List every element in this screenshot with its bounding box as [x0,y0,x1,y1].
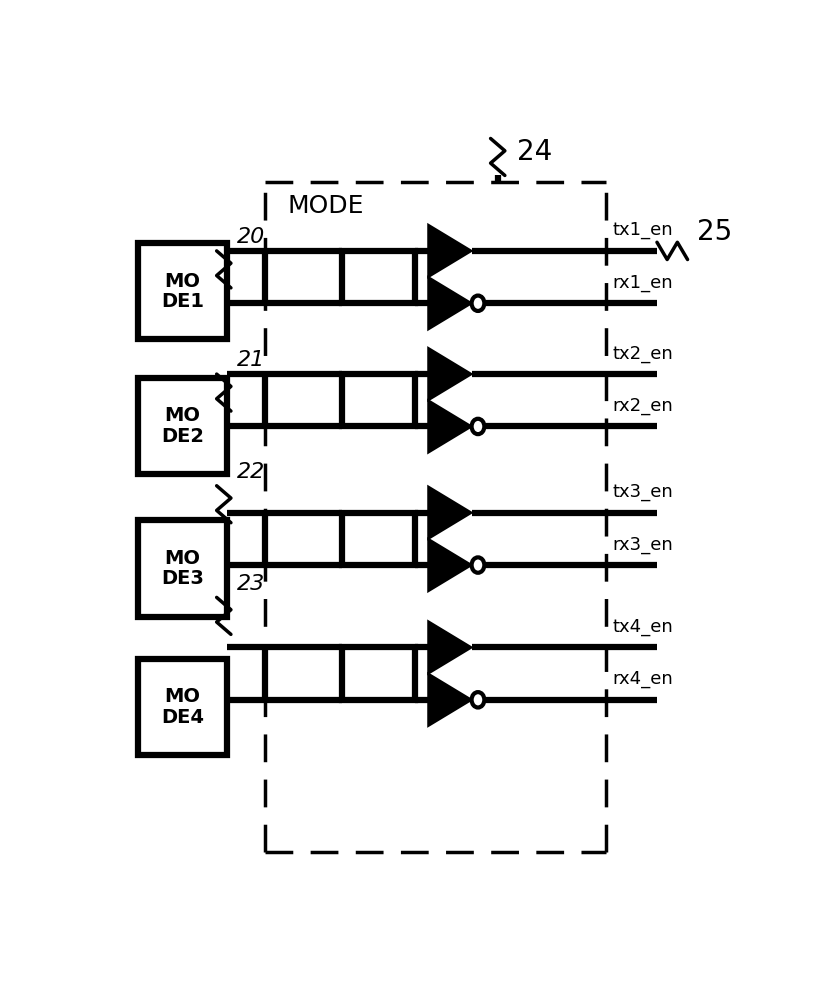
Bar [138,520,227,617]
Polygon shape [428,487,472,539]
Text: tx1_en: tx1_en [612,221,673,239]
Text: MO
DE3: MO DE3 [161,549,204,588]
Circle shape [472,419,484,434]
Text: 24: 24 [517,138,552,166]
Polygon shape [428,539,472,591]
Bar [138,243,227,339]
Circle shape [472,692,484,708]
Bar [342,374,415,426]
Text: MODE: MODE [288,194,364,218]
Text: 20: 20 [237,227,265,247]
Polygon shape [428,674,472,726]
Text: MO
DE4: MO DE4 [161,687,204,727]
Bar [138,378,227,474]
Text: tx4_en: tx4_en [612,618,673,636]
Text: 22: 22 [237,462,265,482]
Text: tx3_en: tx3_en [612,483,673,501]
Text: MO
DE1: MO DE1 [161,272,204,311]
Text: MO
DE2: MO DE2 [161,406,204,446]
Text: rx2_en: rx2_en [612,397,673,415]
Bar [342,513,415,565]
Bar [342,647,415,700]
Text: tx2_en: tx2_en [612,345,673,363]
Polygon shape [428,225,472,277]
Circle shape [472,296,484,311]
Polygon shape [428,277,472,329]
Text: 21: 21 [237,350,265,370]
Text: 23: 23 [237,574,265,594]
Polygon shape [428,400,472,453]
Text: 25: 25 [697,218,732,246]
Text: rx3_en: rx3_en [612,536,673,554]
Bar [342,251,415,303]
Polygon shape [428,621,472,674]
Bar [138,659,227,755]
Text: rx1_en: rx1_en [612,274,673,292]
Text: rx4_en: rx4_en [612,670,673,688]
Circle shape [472,557,484,573]
Polygon shape [428,348,472,400]
